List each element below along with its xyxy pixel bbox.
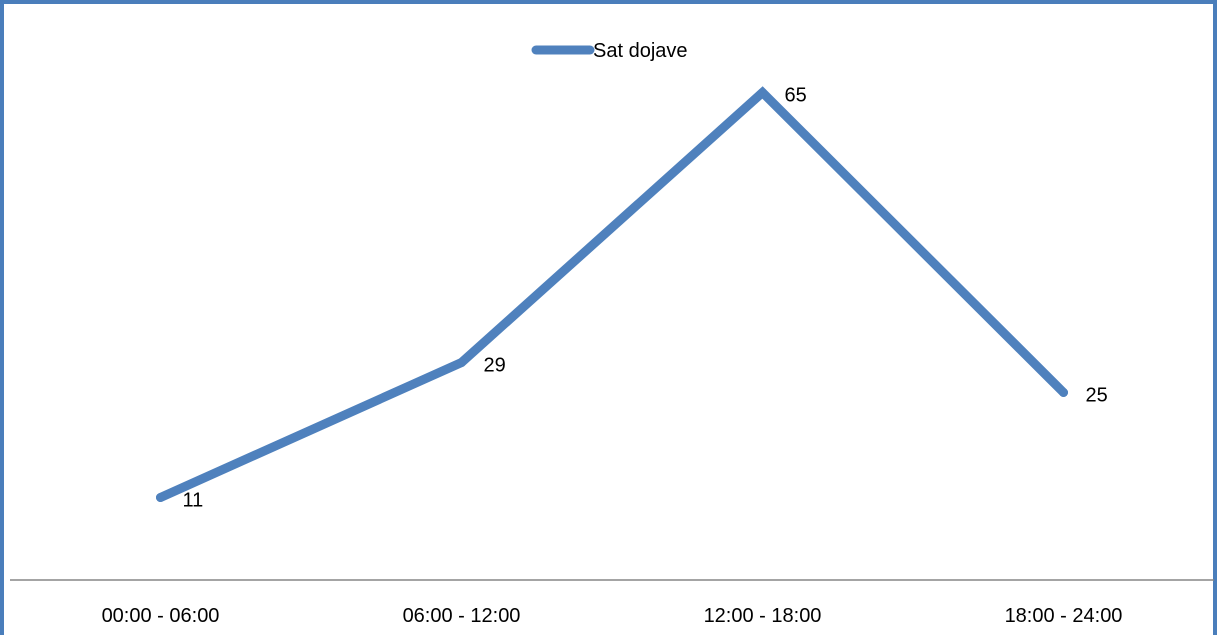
x-tick-label: 00:00 - 06:00 — [102, 605, 220, 627]
data-label: 11 — [183, 490, 204, 512]
data-label: 25 — [1086, 385, 1108, 407]
data-point — [1059, 388, 1068, 397]
legend-label: Sat dojave — [593, 40, 688, 62]
data-point — [457, 358, 466, 367]
x-tick-label: 06:00 - 12:00 — [403, 605, 521, 627]
data-label: 29 — [484, 355, 506, 377]
data-point — [156, 493, 165, 502]
data-point — [758, 88, 767, 97]
legend: Sat dojave — [531, 40, 688, 62]
x-axis-ticks: 00:00 - 06:00 06:00 - 12:00 12:00 - 18:00 1… — [102, 605, 1123, 627]
data-points — [156, 88, 1068, 502]
x-tick-label: 18:00 - 24:00 — [1005, 605, 1123, 627]
series-line — [156, 86, 1068, 502]
x-tick-label: 12:00 - 18:00 — [704, 605, 822, 627]
data-label: 65 — [785, 85, 807, 107]
data-labels: 11 29 65 25 — [183, 85, 1108, 512]
